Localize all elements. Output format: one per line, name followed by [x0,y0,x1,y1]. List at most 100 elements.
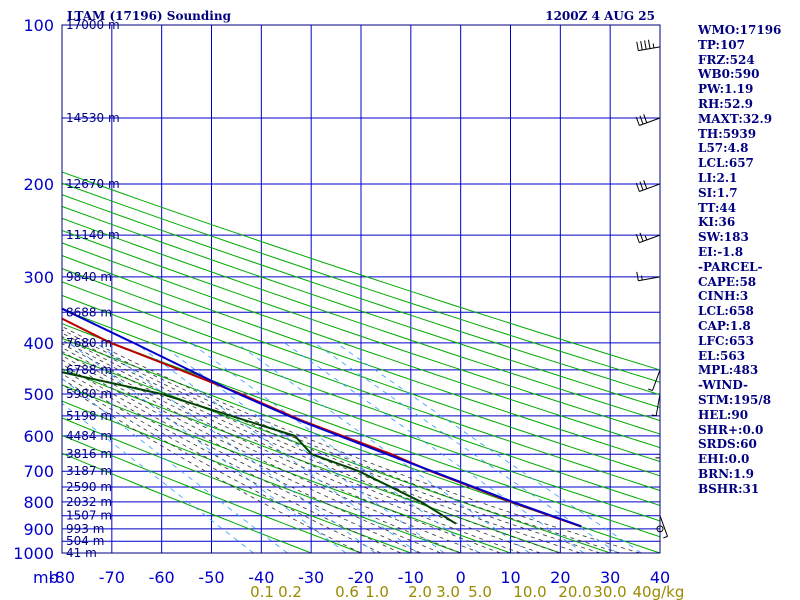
wind-barb-flag [663,535,668,539]
dry-adiabat-line [62,400,461,553]
moist-adiabat-line [62,368,421,553]
height-label: 3816 m [66,447,112,461]
mixing-ratio-line [69,342,347,553]
dry-adiabat-line [62,171,660,371]
pressure-tick-label: 600 [23,427,54,446]
pressure-tick-label: 300 [23,268,54,287]
height-label: 504 m [66,534,104,548]
sounding-index-item: LI:2.1 [698,170,738,185]
sounding-index-item: EL:563 [698,348,746,363]
mixing-ratio-label: 0.2 [278,583,302,600]
moist-adiabat-line [62,350,501,553]
sounding-index-item: -WIND- [698,378,748,393]
mixing-ratio-label: 1.0 [365,583,389,600]
dry-adiabat-line [62,194,660,396]
sounding-index-item: L57:4.8 [698,141,749,156]
wind-barb-staff [652,369,661,391]
dewpoint-line [62,371,457,525]
height-label: 7680 m [66,336,112,350]
dry-adiabat-line [62,281,660,492]
wind-barb-flag [639,115,644,125]
sounding-index-item: CAPE:58 [698,274,757,289]
dry-adiabat-line [62,242,660,449]
dry-adiabat-line [62,229,660,435]
sounding-index-item: MAXT:32.9 [698,111,773,126]
temperature-tick-label: -40 [248,568,274,587]
sounding-index-item: EHI:0.0 [698,452,750,467]
mixing-ratio-line [314,342,618,553]
sounding-index-item: LCL:658 [698,304,754,319]
temperature-tick-label: 10 [500,568,520,587]
dry-adiabat-line [62,434,362,553]
wind-barb-staff [638,276,661,282]
height-label: 11140 m [66,228,120,242]
sounding-index-item: WMO:17196 [698,23,782,37]
wind-barb-flag [635,116,640,126]
sounding-indices-list: WMO:17196 TP:107 FRZ:524 WB0:590 PW:1.19 RH:5… [698,23,781,497]
sounding-index-item: SRDS:60 [698,437,757,452]
temperature-tick-label: -20 [348,568,374,587]
sounding-index-item: KI:36 [698,215,736,230]
dry-adiabat-line [62,255,660,463]
height-label: 14530 m [66,111,120,125]
temperature-tick-label: -60 [149,568,175,587]
mixing-ratio-label: 0.1 [250,583,274,600]
sounding-index-item: STM:195/8 [698,392,772,407]
sounding-index-item: TT:44 [698,200,737,215]
mixing-ratio-label: 10.0 [513,583,546,600]
sounding-index-item: HEL:90 [698,407,749,422]
parcel-line [62,307,582,528]
height-label: 41 m [66,546,97,560]
wind-barbs [635,25,668,553]
height-label: 3187 m [66,464,112,478]
moist-adiabat-line [62,332,601,553]
chart-datetime: 1200Z 4 AUG 25 [545,9,655,23]
sounding-index-item: LCL:657 [698,156,754,171]
moist-adiabat-line [62,363,441,553]
dry-adiabat-line [62,384,511,553]
mixing-ratio-label: 5.0 [468,583,492,600]
sounding-index-item: -PARCEL- [698,259,763,274]
x-axis-unit-label: mb [33,568,59,587]
sounding-index-item: SHR+:0.0 [698,422,764,437]
height-label: 5980 m [66,387,112,401]
sounding-index-item: BRN:1.9 [698,466,754,481]
sounding-index-item: CAP:1.8 [698,318,751,333]
height-label: 1507 m [66,509,112,523]
sounding-lines [62,307,582,528]
pressure-tick-label: 900 [23,520,54,539]
wind-barb-flag [644,40,647,50]
mixing-ratio-label: 20.0 [558,583,591,600]
sounding-index-item: LFC:653 [698,333,754,348]
dry-adiabat-line [62,323,660,538]
height-label: 17000 m [66,18,120,32]
sounding-index-item: RH:52.9 [698,96,753,111]
chart-title: LTAM (17196) Sounding [67,9,232,23]
mixing-ratio-label: g/kg [652,583,685,600]
wind-barb-flag [639,232,644,242]
temperature-tick-label: 0 [456,568,466,587]
wind-barb-staff [639,183,661,192]
mixing-ratio-line [62,402,254,553]
temperature-tick-label: -10 [398,568,424,587]
wind-barb-flag [652,43,655,49]
wind-barb-staff [659,515,668,537]
height-label: 12670 m [66,177,120,191]
wind-barb-flag [647,39,651,49]
wind-barb-staff [638,46,661,52]
dry-adiabat-line [62,217,660,422]
height-label: 5198 m [66,409,112,423]
moist-adiabat-line [62,373,402,553]
plot-frame [61,24,661,554]
mixing-ratio-label: 0.6 [335,583,359,600]
sounding-index-item: WB0:590 [698,67,760,82]
mixing-ratio-line [158,342,445,553]
dry-adiabat-line [62,452,312,553]
mixing-ratio-line [335,342,642,553]
dry-adiabat-line [62,417,411,553]
wind-barb-flag [635,182,640,192]
pressure-tick-label: 500 [23,385,54,404]
mixing-ratio-label: 30.0 [593,583,626,600]
